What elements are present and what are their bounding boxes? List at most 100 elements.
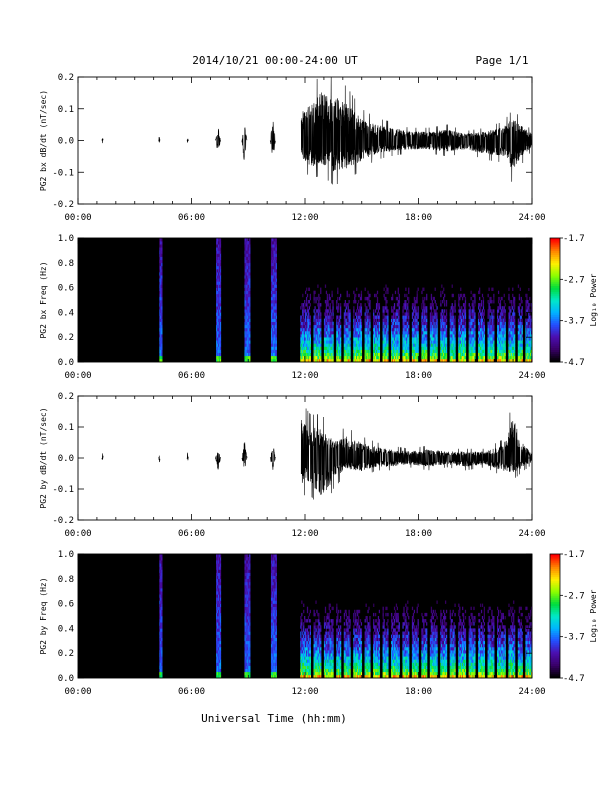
spectrogram-cell <box>306 355 309 360</box>
spectrogram-cell <box>386 349 388 353</box>
spectrogram-cell <box>270 327 273 332</box>
spectrogram-cell <box>249 581 251 586</box>
spectrogram-cell <box>275 331 277 335</box>
spectrogram-cell <box>249 340 251 344</box>
spectrogram-cell <box>480 318 483 322</box>
spectrogram-cell <box>345 331 347 335</box>
spectrogram-cell <box>247 668 249 673</box>
spectrogram-cell <box>482 331 485 335</box>
spectrogram-cell <box>471 352 473 357</box>
spectrogram-cell <box>160 259 162 264</box>
spectrogram-cell <box>271 640 274 645</box>
spectrogram-cell <box>275 290 277 295</box>
spectrogram-cell <box>247 671 249 676</box>
spectrogram-cell <box>520 309 522 313</box>
spectrogram-cell <box>248 284 250 288</box>
spectrogram-cell <box>518 309 521 313</box>
spectrogram-cell <box>339 352 341 357</box>
spectrogram-cell <box>247 612 249 617</box>
spectrogram-cell <box>348 293 350 298</box>
spectrogram-cell <box>525 312 527 316</box>
spectrogram-cell <box>217 256 219 260</box>
spectrogram-cell <box>426 296 428 301</box>
spectrogram-cell <box>358 334 361 338</box>
spectrogram-cell <box>275 324 277 329</box>
colorbar-tick-label: -4.7 <box>563 358 585 368</box>
spectrogram-cell <box>449 331 451 335</box>
spectrogram-cell <box>519 346 521 350</box>
colorbar-cell <box>550 240 560 243</box>
spectrogram-cell <box>305 315 307 319</box>
spectrogram-cell <box>343 343 346 347</box>
spectrogram-cell <box>403 346 405 350</box>
spectrogram-cell <box>316 346 318 350</box>
spectrogram-cell <box>346 334 348 338</box>
spectrogram-cell <box>528 315 530 319</box>
spectrogram-cell <box>344 349 346 353</box>
spectrogram-cell <box>337 349 339 353</box>
spectrogram-cell <box>501 346 503 350</box>
spectrogram-cell <box>369 300 371 304</box>
spectrogram-cell <box>346 346 348 350</box>
spectrogram-cell <box>161 250 163 254</box>
spectrogram-cell <box>319 327 321 332</box>
spectrogram-cell <box>246 327 248 332</box>
spectrogram-cell <box>161 262 163 267</box>
spectrogram-cell <box>272 340 275 344</box>
spectrogram-cell <box>270 616 273 620</box>
spectrogram-cell <box>244 334 246 338</box>
spectrogram-cell <box>159 269 161 273</box>
spectrogram-cell <box>503 346 505 350</box>
spectrogram-cell <box>273 256 276 260</box>
spectrogram-cell <box>395 340 398 344</box>
spectrogram-cell <box>216 600 218 604</box>
spectrogram-cell <box>384 349 386 353</box>
spectrogram-cell <box>424 337 426 341</box>
spectrogram-cell <box>216 588 218 592</box>
spectrogram-cell <box>444 331 446 335</box>
spectrogram-cell <box>502 352 504 357</box>
spectrogram-cell <box>415 358 417 363</box>
spectrogram-cell <box>218 241 221 245</box>
spectrogram-cell <box>430 337 433 341</box>
spectrogram-cell <box>462 340 464 344</box>
spectrogram-cell <box>499 337 502 341</box>
spectrogram-cell <box>509 334 511 338</box>
spectrogram-cell <box>421 318 423 322</box>
spectrogram-cell <box>344 346 346 350</box>
y-tick-label: -0.2 <box>52 200 74 210</box>
spectrogram-cell <box>306 343 309 347</box>
spectrogram-cell <box>219 315 222 319</box>
spectrogram-cell <box>161 662 163 666</box>
spectrogram-cell <box>375 324 378 329</box>
spectrogram-cell <box>340 331 342 335</box>
spectrogram-cell <box>394 355 397 360</box>
spectrogram-cell <box>369 355 371 360</box>
spectrogram-cell <box>324 315 327 319</box>
spectrogram-cell <box>424 315 426 319</box>
spectrogram-cell <box>525 300 527 304</box>
spectrogram-cell <box>317 309 319 313</box>
spectrogram-cell <box>159 597 161 601</box>
spectrogram-cell <box>470 321 472 326</box>
spectrogram-cell <box>270 656 273 660</box>
spectrogram-cell <box>331 349 333 353</box>
spectrogram-cell <box>376 306 379 310</box>
spectrogram-cell <box>353 352 355 357</box>
spectrogram-cell <box>161 622 163 626</box>
spectrogram-cell <box>273 290 276 295</box>
spectrogram-cell <box>504 309 506 313</box>
spectrogram-cell <box>510 324 512 329</box>
spectrogram-cell <box>270 563 273 567</box>
spectrogram-cell <box>366 321 368 326</box>
spectrogram-cell <box>440 324 442 329</box>
spectrogram-cell <box>348 321 350 326</box>
spectrogram-cell <box>444 355 446 360</box>
spectrogram-cell <box>527 318 529 322</box>
spectrogram-cell <box>316 337 318 341</box>
colorbar-tick-label: -2.7 <box>563 275 585 285</box>
spectrogram-cell <box>358 309 361 313</box>
spectrogram-cell <box>348 327 350 332</box>
spectrogram-cell <box>474 355 476 360</box>
spectrogram-cell <box>375 315 378 319</box>
